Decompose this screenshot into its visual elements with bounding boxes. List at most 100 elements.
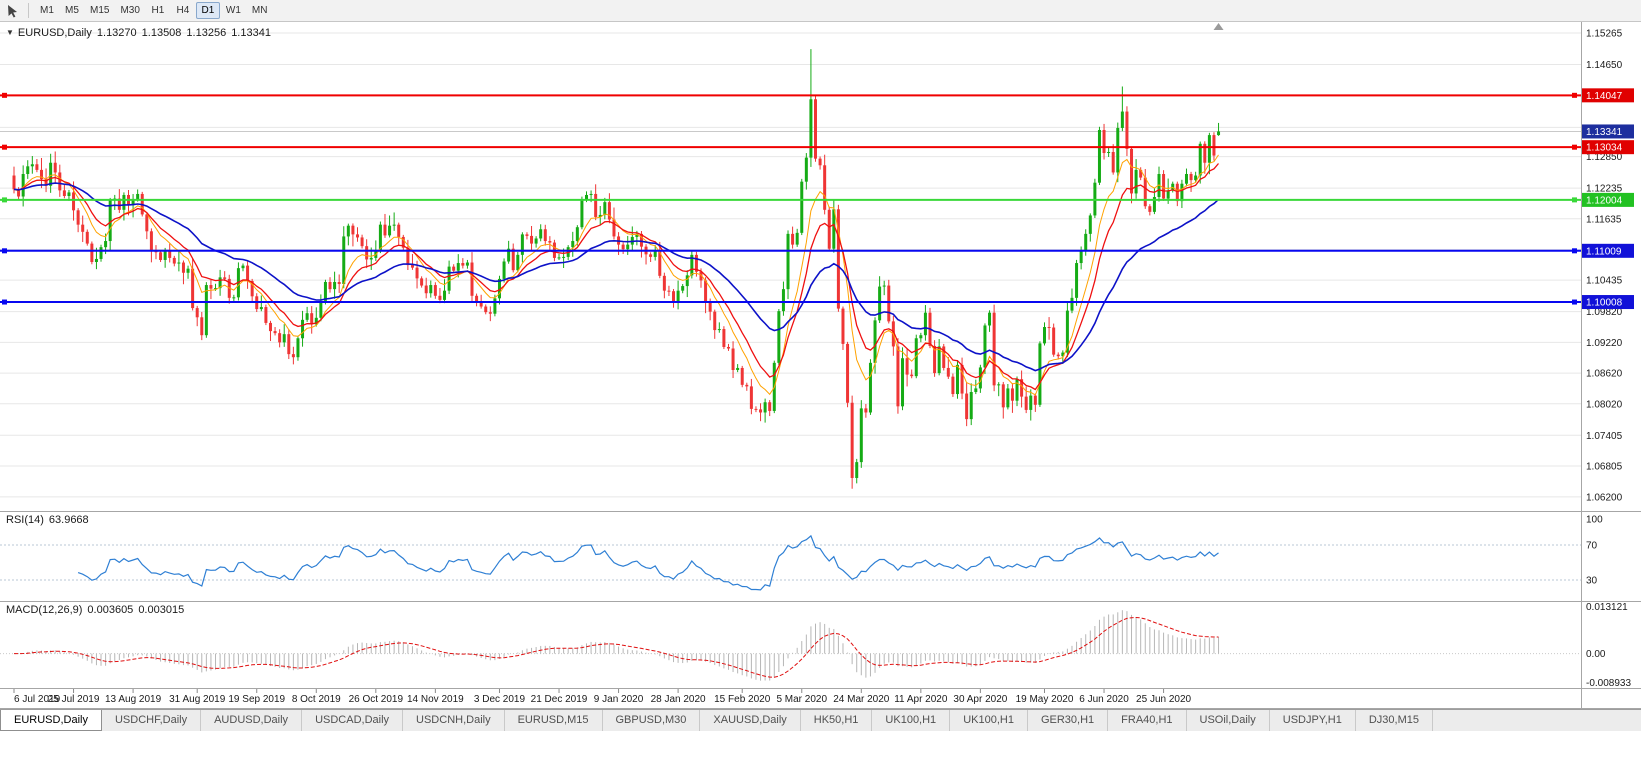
hline-left-anchor[interactable] [2,248,7,254]
svg-text:-0.008933: -0.008933 [1586,678,1631,689]
svg-text:70: 70 [1586,541,1598,552]
chart-tab-USOil,Daily[interactable]: USOil,Daily [1186,710,1270,731]
chart-tab-EURUSD,Daily[interactable]: EURUSD,Daily [0,710,102,731]
svg-text:13 Aug 2019: 13 Aug 2019 [105,694,162,705]
macd-histogram [18,610,1220,681]
svg-text:0.00: 0.00 [1586,649,1606,660]
ohlc-open: 1.13270 [96,27,137,39]
current-price-badge [1582,124,1634,139]
price-badge-1.11009 [1582,243,1634,258]
rsi-label: RSI(14) 63.9668 [6,514,89,526]
price-axis-labels: 1.15265 1.14650 1.12850 1.12235 1.11635 1.104… [1586,29,1623,504]
symbol-dropdown-icon[interactable]: ▼ [6,28,14,37]
ma-line-8 [13,154,1219,396]
hline-right-anchor[interactable] [1572,92,1577,98]
chart-tab-HK50,H1[interactable]: HK50,H1 [800,710,873,731]
ohlc-close: 1.13341 [231,27,271,39]
svg-text:1.06805: 1.06805 [1586,461,1623,472]
svg-text:1.09220: 1.09220 [1586,338,1623,349]
svg-text:1.09820: 1.09820 [1586,307,1623,318]
chart-tab-UK100,H1[interactable]: UK100,H1 [872,710,951,731]
chart-tab-USDJPY,H1[interactable]: USDJPY,H1 [1269,710,1356,731]
hline-right-anchor[interactable] [1572,248,1577,254]
svg-text:21 Dec 2019: 21 Dec 2019 [531,694,588,705]
timeframe-buttons: M1 M5 M15 M30 H1 H4 D1 W1 MN [35,2,272,19]
timeframe-button-w1[interactable]: W1 [225,5,241,16]
timeframe-button-h4[interactable]: H4 [176,5,190,16]
svg-text:8 Oct 2019: 8 Oct 2019 [292,694,341,705]
toolbar-separator [28,3,29,18]
macd-signal-value: 0.003015 [138,604,185,616]
svg-text:28 Jan 2020: 28 Jan 2020 [651,694,706,705]
timeframe-button-h1[interactable]: H1 [151,5,165,16]
ohlc-low: 1.13256 [186,27,227,39]
candlesticks [12,49,1221,489]
chart-tab-GBPUSD,M30[interactable]: GBPUSD,M30 [602,710,701,731]
chart-canvas[interactable]: 1.15265 1.14650 1.12850 1.12235 1.11635 1.104… [0,0,1641,710]
chart-tab-UK100,H1[interactable]: UK100,H1 [950,710,1028,731]
hline-left-anchor[interactable] [2,299,7,305]
svg-text:19 Sep 2019: 19 Sep 2019 [228,694,285,705]
svg-text:1.13034: 1.13034 [1586,143,1623,154]
macd-axis-labels: 0.013121 0.00 -0.008933 [1586,602,1631,689]
ma-line-13 [13,163,1219,391]
chart-symbol-title: EURUSD,Daily [17,27,92,39]
svg-text:1.14047: 1.14047 [1586,91,1623,102]
svg-text:26 Oct 2019: 26 Oct 2019 [349,694,404,705]
timeframe-button-m30[interactable]: M30 [120,5,140,16]
chart-tab-AUDUSD,Daily[interactable]: AUDUSD,Daily [201,710,303,731]
svg-text:9 Jan 2020: 9 Jan 2020 [594,694,644,705]
hline-right-anchor[interactable] [1572,197,1577,203]
svg-text:30: 30 [1586,576,1598,587]
price-badge-1.12004 [1582,192,1634,207]
svg-text:1.11009: 1.11009 [1586,246,1622,257]
svg-text:1.12850: 1.12850 [1586,152,1623,163]
svg-text:1.12235: 1.12235 [1586,184,1623,195]
hline-left-anchor[interactable] [2,92,7,98]
timeframe-button-d1[interactable]: D1 [195,2,220,19]
hline-right-anchor[interactable] [1572,144,1577,150]
svg-text:1.12004: 1.12004 [1586,195,1623,206]
svg-text:30 Apr 2020: 30 Apr 2020 [953,694,1007,705]
svg-text:1.10435: 1.10435 [1586,276,1623,287]
macd-main-value: 0.003605 [87,604,134,616]
svg-text:14 Nov 2019: 14 Nov 2019 [407,694,464,705]
timeframe-button-m1[interactable]: M1 [40,5,54,16]
hline-left-anchor[interactable] [2,197,7,203]
svg-text:24 Mar 2020: 24 Mar 2020 [833,694,890,705]
chart-tab-GER30,H1[interactable]: GER30,H1 [1027,710,1109,731]
svg-text:1.06200: 1.06200 [1586,492,1623,503]
hline-right-anchor[interactable] [1572,299,1577,305]
svg-text:1.15265: 1.15265 [1586,29,1623,40]
svg-text:15 Feb 2020: 15 Feb 2020 [714,694,771,705]
chart-tab-FRA40,H1[interactable]: FRA40,H1 [1108,710,1187,731]
chart-tab-DJ30,M15[interactable]: DJ30,M15 [1355,710,1433,731]
chart-shift-marker[interactable] [1213,23,1224,30]
chart-tab-USDCHF,Daily[interactable]: USDCHF,Daily [101,710,202,731]
timeframe-button-m15[interactable]: M15 [90,5,110,16]
price-badge-1.10008 [1582,295,1634,310]
price-badge-1.13034 [1582,140,1634,155]
ohlc-readout: ▼ EURUSD,Daily 1.13270 1.13508 1.13256 1.1334… [6,27,271,39]
svg-text:1.11635: 1.11635 [1586,214,1622,225]
price-gridlines [0,32,1581,498]
svg-text:3 Dec 2019: 3 Dec 2019 [474,694,526,705]
svg-text:25 Jul 2019: 25 Jul 2019 [48,694,100,705]
timeframe-button-m5[interactable]: M5 [65,5,79,16]
chart-tab-EURUSD,M15[interactable]: EURUSD,M15 [504,710,603,731]
chart-tab-XAUUSD,Daily[interactable]: XAUUSD,Daily [700,710,801,731]
chart-tab-USDCNH,Daily[interactable]: USDCNH,Daily [403,710,505,731]
svg-text:1.14650: 1.14650 [1586,60,1623,71]
svg-text:6 Jul 2019: 6 Jul 2019 [14,694,61,705]
svg-text:6 Jun 2020: 6 Jun 2020 [1079,694,1129,705]
svg-text:11 Apr 2020: 11 Apr 2020 [894,694,948,705]
cursor-tool-icon[interactable] [4,2,22,20]
svg-text:1.08620: 1.08620 [1586,369,1623,380]
hline-left-anchor[interactable] [2,144,7,150]
timeframe-button-mn[interactable]: MN [251,5,268,16]
rsi-title: RSI(14) [6,514,44,526]
svg-text:25 Jun 2020: 25 Jun 2020 [1136,694,1191,705]
chart-tab-USDCAD,Daily[interactable]: USDCAD,Daily [302,710,404,731]
svg-text:1.10008: 1.10008 [1586,298,1623,309]
